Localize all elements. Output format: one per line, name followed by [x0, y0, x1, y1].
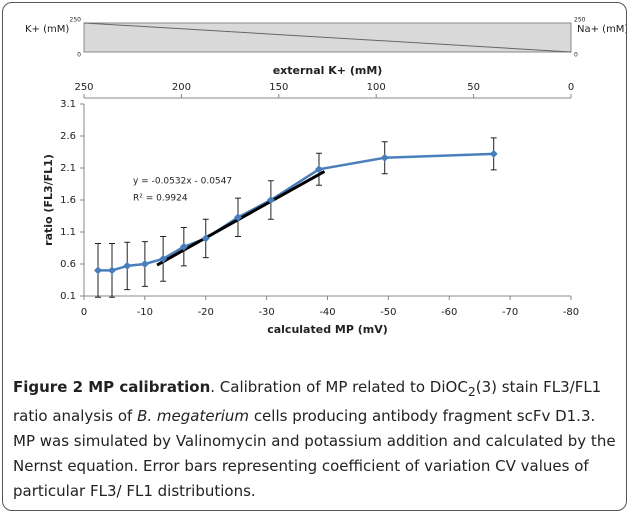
y-axis-label: ratio (FL3/FL1): [42, 154, 55, 246]
chart: K+ (mM) Na+ (mM)250025000.10.61.11.62.12.…: [25, 17, 626, 337]
gradient-left-label: K+ (mM): [25, 24, 69, 35]
top-x-tick-label: 100: [367, 82, 386, 93]
top-x-axis-label: external K+ (mM): [273, 64, 383, 77]
caption-title: Figure 2 MP calibration: [13, 378, 211, 396]
gradient-right-label: Na+ (mM): [577, 24, 626, 35]
caption-text: . Calibration of MP related to DiOC: [210, 378, 468, 396]
y-tick-label: 3.1: [60, 99, 76, 110]
top-x-tick-label: 150: [269, 82, 288, 93]
x-tick-label: -30: [258, 307, 274, 318]
y-tick-label: 0.6: [60, 259, 76, 270]
data-point: [123, 261, 132, 270]
trend-r2: R² = 0.9924: [133, 194, 188, 204]
x-tick-label: -80: [563, 307, 579, 318]
caption-text: cells producing antibody fragment scFv D…: [13, 407, 616, 500]
x-tick-label: 0: [81, 307, 87, 318]
y-tick-label: 1.6: [60, 195, 76, 206]
gradient-tick: 0: [77, 52, 81, 59]
top-x-tick-label: 200: [172, 82, 191, 93]
top-x-tick-label: 50: [467, 82, 480, 93]
data-point: [489, 149, 498, 158]
y-tick-label: 0.1: [60, 291, 76, 302]
trend-equation: y = -0.0532x - 0.0547: [133, 177, 232, 187]
y-tick-label: 1.1: [60, 227, 76, 238]
y-tick-label: 2.1: [60, 163, 76, 174]
caption-sub: 2: [467, 384, 476, 399]
caption: Figure 2 MP calibration. Calibration of …: [13, 375, 616, 504]
x-axis-label: calculated MP (mV): [267, 323, 388, 336]
top-x-tick-label: 250: [74, 82, 93, 93]
caption-text: (3) stain FL3/FL1 ratio analysis of: [13, 378, 602, 425]
x-tick-label: -50: [380, 307, 396, 318]
x-tick-label: -60: [441, 307, 457, 318]
data-point: [179, 242, 188, 251]
data-point: [159, 254, 168, 263]
gradient-tick: 250: [70, 17, 82, 24]
gradient-diagonal: [83, 22, 572, 53]
data-point: [94, 266, 103, 275]
x-tick-label: -20: [198, 307, 214, 318]
data-point: [108, 266, 117, 275]
gradient-tick: 250: [574, 17, 586, 24]
gradient-tick: 0: [574, 52, 578, 59]
top-x-tick-label: 0: [568, 82, 574, 93]
data-point: [234, 213, 243, 222]
data-point: [380, 153, 389, 162]
data-point: [140, 260, 149, 268]
x-tick-label: -10: [137, 307, 153, 318]
caption-italic: B. megaterium: [137, 407, 250, 425]
y-tick-label: 2.6: [60, 131, 76, 142]
x-tick-label: -70: [502, 307, 518, 318]
x-tick-label: -40: [319, 307, 335, 318]
data-point: [314, 165, 323, 174]
data-point: [201, 234, 210, 243]
data-point: [266, 196, 275, 204]
data-line: [98, 152, 494, 272]
